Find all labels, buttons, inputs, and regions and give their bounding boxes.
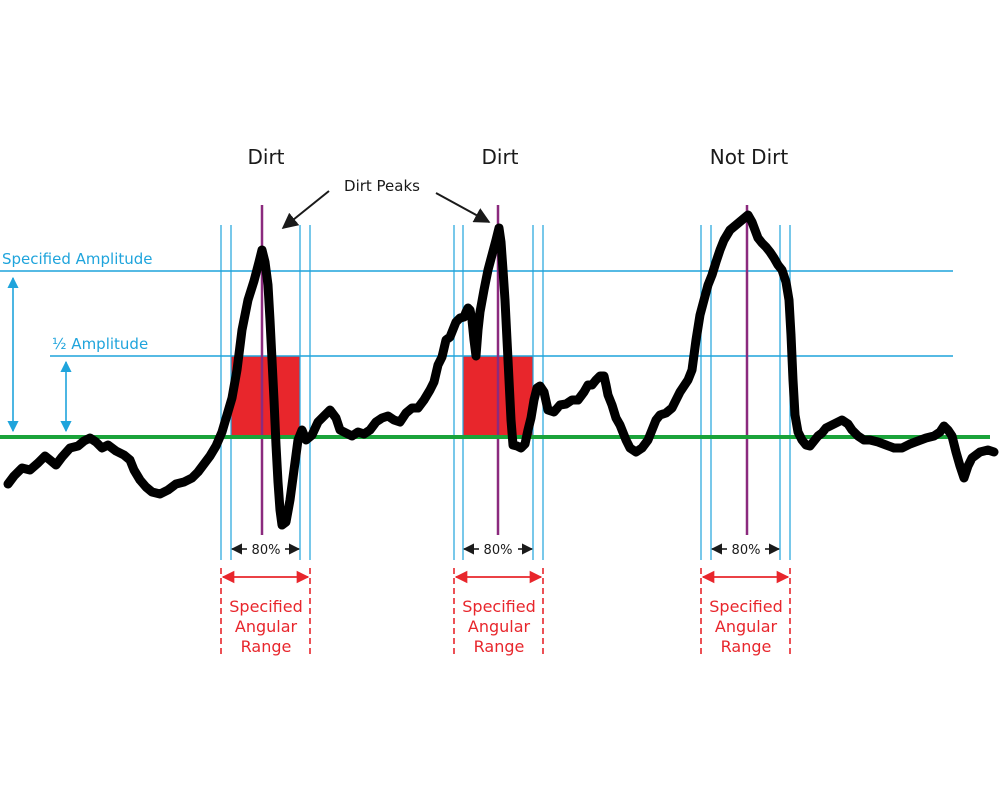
range-1-line2: Angular <box>235 617 298 636</box>
pct-measure-3: 80% <box>710 543 781 558</box>
dirt-peaks-arrow-left <box>281 190 330 230</box>
range-lines <box>220 225 791 560</box>
angular-range-1: Specified Angular Range <box>220 568 311 658</box>
peak2-title: Dirt <box>481 145 518 169</box>
pct-label-3: 80% <box>732 543 761 558</box>
pct-label-1: 80% <box>252 543 281 558</box>
peak1-title: Dirt <box>247 145 284 169</box>
range-2-line3: Range <box>474 637 525 656</box>
dirt-region-1 <box>231 356 300 437</box>
peak3-title: Not Dirt <box>710 145 789 169</box>
range-3-line3: Range <box>721 637 772 656</box>
pct-measure-2: 80% <box>462 543 534 558</box>
dirt-peaks-label: Dirt Peaks <box>344 177 420 195</box>
range-3-line1: Specified <box>709 597 782 616</box>
range-1-line1: Specified <box>229 597 302 616</box>
angular-range-3: Specified Angular Range <box>700 568 791 658</box>
pct-measure-1: 80% <box>230 543 301 558</box>
signal-trace <box>3 210 999 530</box>
range-2-line2: Angular <box>468 617 531 636</box>
dirt-peaks-arrow-right <box>435 192 491 223</box>
specified-amplitude-label: Specified Amplitude <box>2 250 153 268</box>
range-2-line1: Specified <box>462 597 535 616</box>
angular-range-2: Specified Angular Range <box>453 568 544 658</box>
pct-label-2: 80% <box>484 543 513 558</box>
half-amplitude-label: ½ Amplitude <box>52 335 148 353</box>
range-3-line2: Angular <box>715 617 778 636</box>
range-1-line3: Range <box>241 637 292 656</box>
